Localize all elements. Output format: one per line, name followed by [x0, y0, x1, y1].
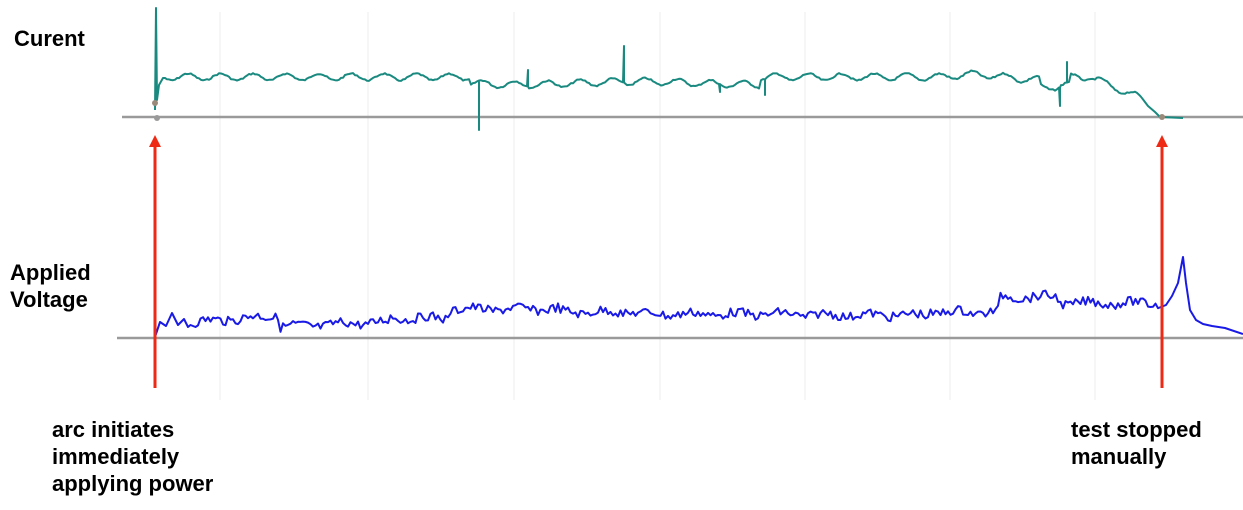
test-stop-annotation: test stopped manually — [1071, 417, 1202, 469]
voltage-series-line — [154, 256, 1243, 338]
start-arrow-head — [149, 135, 161, 147]
voltage-panel-label: Applied Voltage — [10, 260, 91, 312]
current-end-marker — [1159, 114, 1165, 120]
current-series-line — [154, 7, 1184, 131]
gridlines — [219, 12, 1096, 400]
series-lines — [152, 7, 1243, 338]
arc-start-annotation: arc initiates immediately applying power — [52, 417, 214, 496]
current-start-marker — [152, 100, 158, 106]
current-panel-label: Curent — [14, 26, 85, 51]
baselines — [117, 115, 1243, 340]
current-baseline-marker — [154, 115, 160, 121]
annotation-arrows — [149, 135, 1168, 388]
stop-arrow-head — [1156, 135, 1168, 147]
